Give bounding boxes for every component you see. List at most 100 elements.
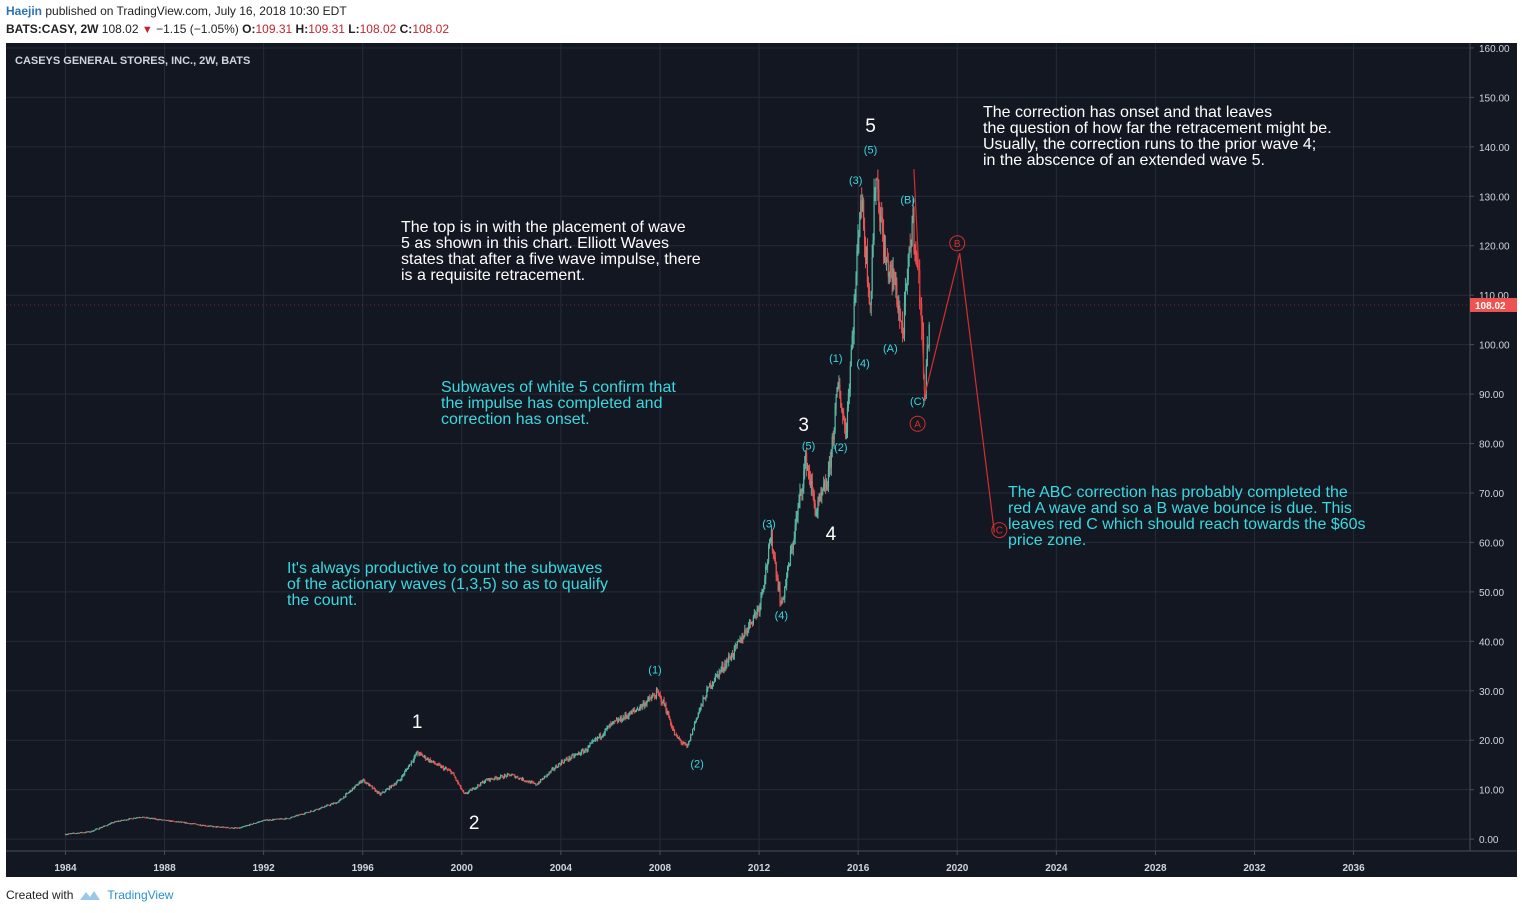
candle-body: [709, 683, 711, 688]
candle-body: [635, 710, 638, 711]
candle-body: [641, 704, 643, 708]
candle-body: [752, 616, 754, 625]
candle-body: [73, 832, 75, 834]
candle-body: [604, 728, 606, 734]
candle-body: [506, 774, 508, 777]
candle-body: [473, 787, 475, 790]
candle-body: [664, 704, 666, 706]
candle-body: [661, 702, 663, 704]
candle-body: [325, 806, 327, 807]
wave-label-minor: (4): [775, 610, 788, 622]
candle-body: [645, 703, 647, 705]
candle-body: [283, 818, 285, 820]
candle-body: [449, 770, 451, 772]
candle-body: [164, 819, 166, 821]
candle-body: [459, 784, 461, 786]
candle-body: [221, 826, 223, 828]
candle-body: [810, 481, 812, 488]
price-chart[interactable]: 0.00 10.00 20.00 30.00 40.00 50.00 60.00 70.00 8…: [6, 43, 1517, 877]
candle-body: [191, 823, 193, 825]
candle-body: [782, 597, 784, 599]
candle-body: [854, 297, 856, 302]
candle-body: [201, 825, 203, 827]
candle-body: [676, 734, 678, 738]
candle-body: [126, 819, 128, 821]
candle-body: [245, 825, 247, 827]
candle-body: [833, 431, 835, 440]
candle-body: [66, 834, 68, 836]
candle-body: [860, 200, 862, 213]
candle-body: [75, 833, 77, 835]
candle-body: [279, 818, 281, 820]
candle-body: [681, 742, 683, 744]
candle-body: [98, 828, 100, 830]
candle-body: [563, 760, 565, 763]
last-price-tag-label: 108.02: [1475, 301, 1506, 312]
candle-body: [468, 790, 470, 792]
candle-body: [544, 775, 546, 777]
candle-body: [647, 697, 649, 702]
candle-body: [777, 578, 779, 590]
tradingview-brand-link[interactable]: TradingView: [107, 888, 174, 902]
candle-body: [435, 763, 437, 765]
candle-body: [771, 530, 773, 551]
candle-body: [879, 212, 881, 222]
y-tick-label: 30.00: [1479, 687, 1504, 698]
candle-body: [505, 775, 507, 777]
candle-body: [396, 781, 398, 783]
candle-body: [560, 761, 563, 765]
candle-body: [427, 758, 430, 762]
candle-body: [204, 825, 206, 827]
candle-body: [534, 783, 536, 785]
candle-body: [735, 644, 737, 646]
candle-body: [170, 820, 172, 822]
candle-body: [297, 814, 299, 816]
candle-body: [869, 303, 871, 306]
candle-body: [113, 822, 115, 824]
chart-panel[interactable]: 0.00 10.00 20.00 30.00 40.00 50.00 60.00 70.00 8…: [6, 43, 1517, 877]
candle-body: [405, 770, 407, 772]
candle-body: [135, 817, 137, 819]
candle-body: [731, 653, 734, 657]
candle-body: [81, 832, 83, 833]
candle-body: [456, 780, 458, 781]
candle-body: [477, 784, 479, 787]
candle-body: [600, 736, 602, 738]
candle-body: [479, 785, 481, 787]
candle-body: [627, 716, 629, 718]
candle-body: [905, 283, 907, 291]
candle-body: [481, 782, 483, 784]
candle-body: [502, 777, 505, 779]
candle-body: [875, 179, 877, 193]
candle-body: [834, 408, 836, 432]
candle-body: [615, 719, 618, 721]
candle-body: [678, 737, 680, 740]
author-link[interactable]: Haejin: [6, 4, 43, 18]
candle-body: [132, 818, 134, 820]
candle-body: [730, 653, 733, 660]
candle-body: [74, 833, 76, 835]
candle-body: [445, 768, 448, 770]
candle-body: [228, 827, 230, 829]
candle-body: [689, 740, 691, 742]
candle-body: [485, 779, 487, 781]
candle-body: [320, 807, 322, 809]
candle-body: [319, 808, 321, 809]
candle-body: [253, 823, 256, 824]
candle-body: [101, 826, 104, 828]
candle-body: [81, 832, 84, 834]
candle-body: [773, 554, 775, 557]
wave-labels: 1 2 3 4 5 (1) (2) (3) (4) (5) (1) (2) (3) (4) (5) (A) (B…: [412, 116, 925, 834]
candle-body: [691, 728, 694, 736]
candle-body: [850, 349, 852, 366]
projection-line: [913, 169, 995, 533]
candle-body: [104, 825, 106, 827]
candle-body: [878, 188, 880, 213]
candle-body: [682, 743, 684, 745]
candle-body: [414, 754, 416, 758]
candle-body: [800, 489, 802, 492]
candle-body: [175, 821, 177, 823]
candle-body: [194, 823, 196, 825]
candle-body: [433, 760, 435, 764]
candle-body: [331, 803, 334, 805]
